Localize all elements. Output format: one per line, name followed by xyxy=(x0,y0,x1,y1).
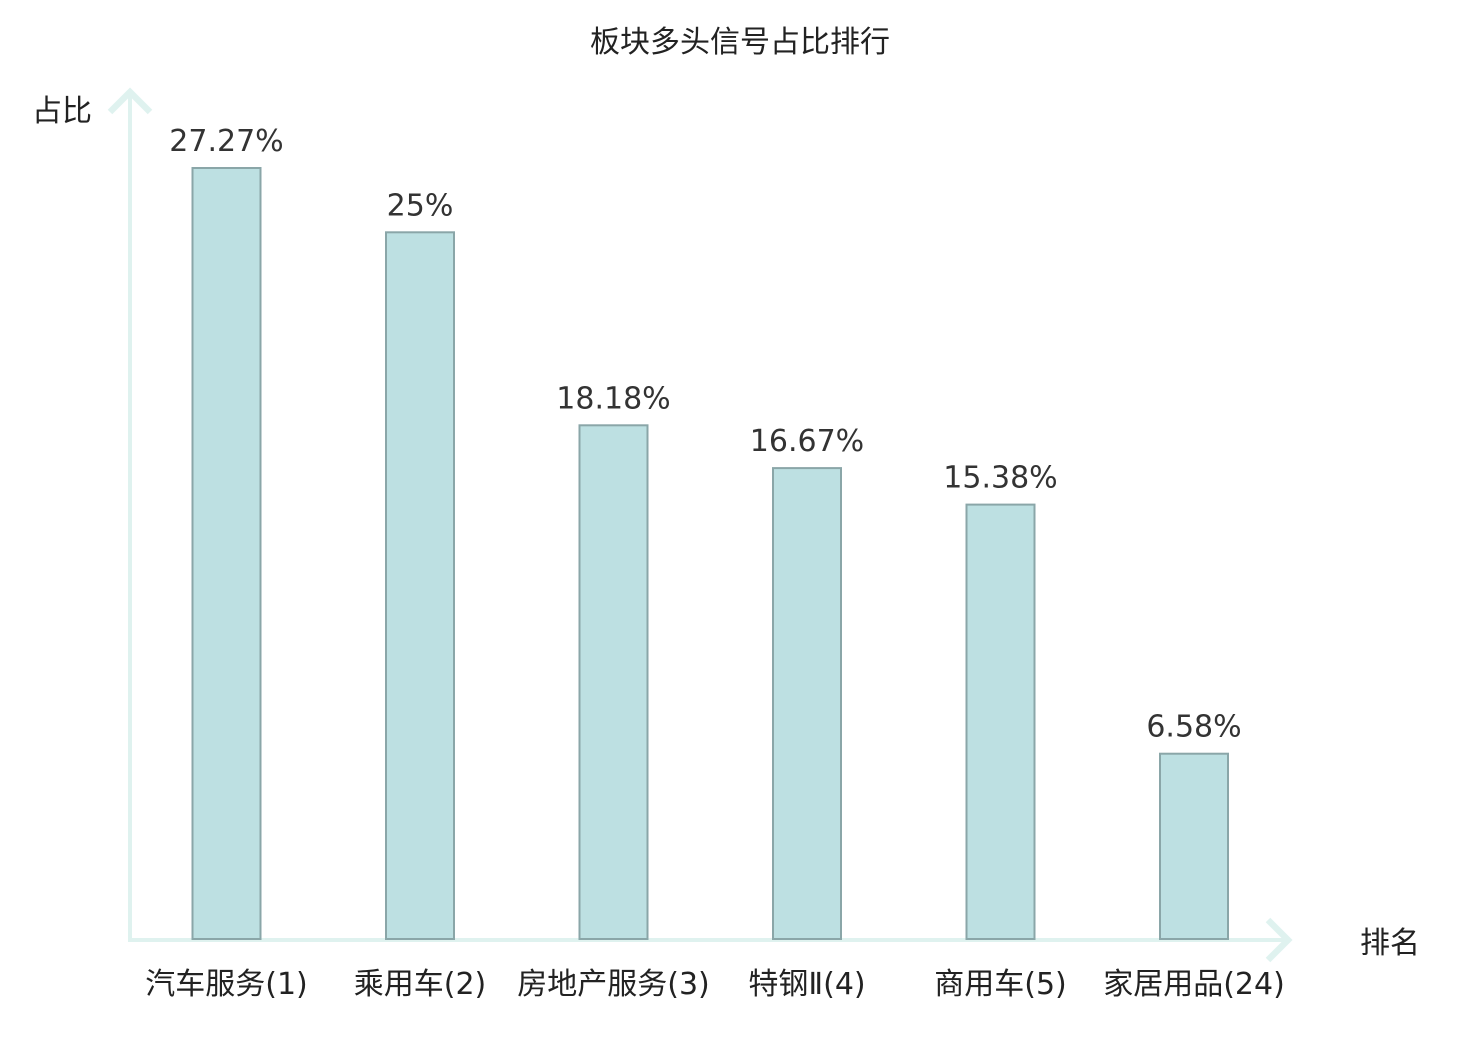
y-axis-label: 占比 xyxy=(32,94,92,129)
value-labels-group: 27.27% 25% 18.18% 16.67% 15.38% 6.58% xyxy=(169,124,1241,745)
value-label-2: 25% xyxy=(387,188,454,223)
bar-2 xyxy=(385,231,455,941)
value-label-5: 15.38% xyxy=(943,461,1057,496)
bar-6 xyxy=(1159,752,1229,941)
chart-title: 板块多头信号占比排行 xyxy=(590,25,890,60)
value-label-4: 16.67% xyxy=(750,424,864,459)
category-label-1: 汽车服务(1) xyxy=(145,967,308,1002)
category-labels-group: 汽车服务(1) 乘用车(2) 房地产服务(3) 特钢Ⅱ(4) 商用车(5) 家居用品(24… xyxy=(145,967,1285,1002)
category-label-6: 家居用品(24) xyxy=(1103,967,1285,1002)
category-label-2: 乘用车(2) xyxy=(354,967,487,1002)
bar-3 xyxy=(578,424,649,940)
value-label-1: 27.27% xyxy=(169,124,283,159)
bar-1 xyxy=(191,167,262,940)
bar-5 xyxy=(965,503,1036,940)
category-label-5: 商用车(5) xyxy=(934,967,1067,1002)
value-label-6: 6.58% xyxy=(1146,710,1241,745)
x-axis-label: 排名 xyxy=(1360,926,1420,961)
category-label-4: 特钢Ⅱ(4) xyxy=(748,967,865,1002)
value-label-3: 18.18% xyxy=(556,381,670,416)
bars-group xyxy=(191,167,1229,941)
category-label-3: 房地产服务(3) xyxy=(517,967,710,1002)
bar-4 xyxy=(772,467,842,940)
